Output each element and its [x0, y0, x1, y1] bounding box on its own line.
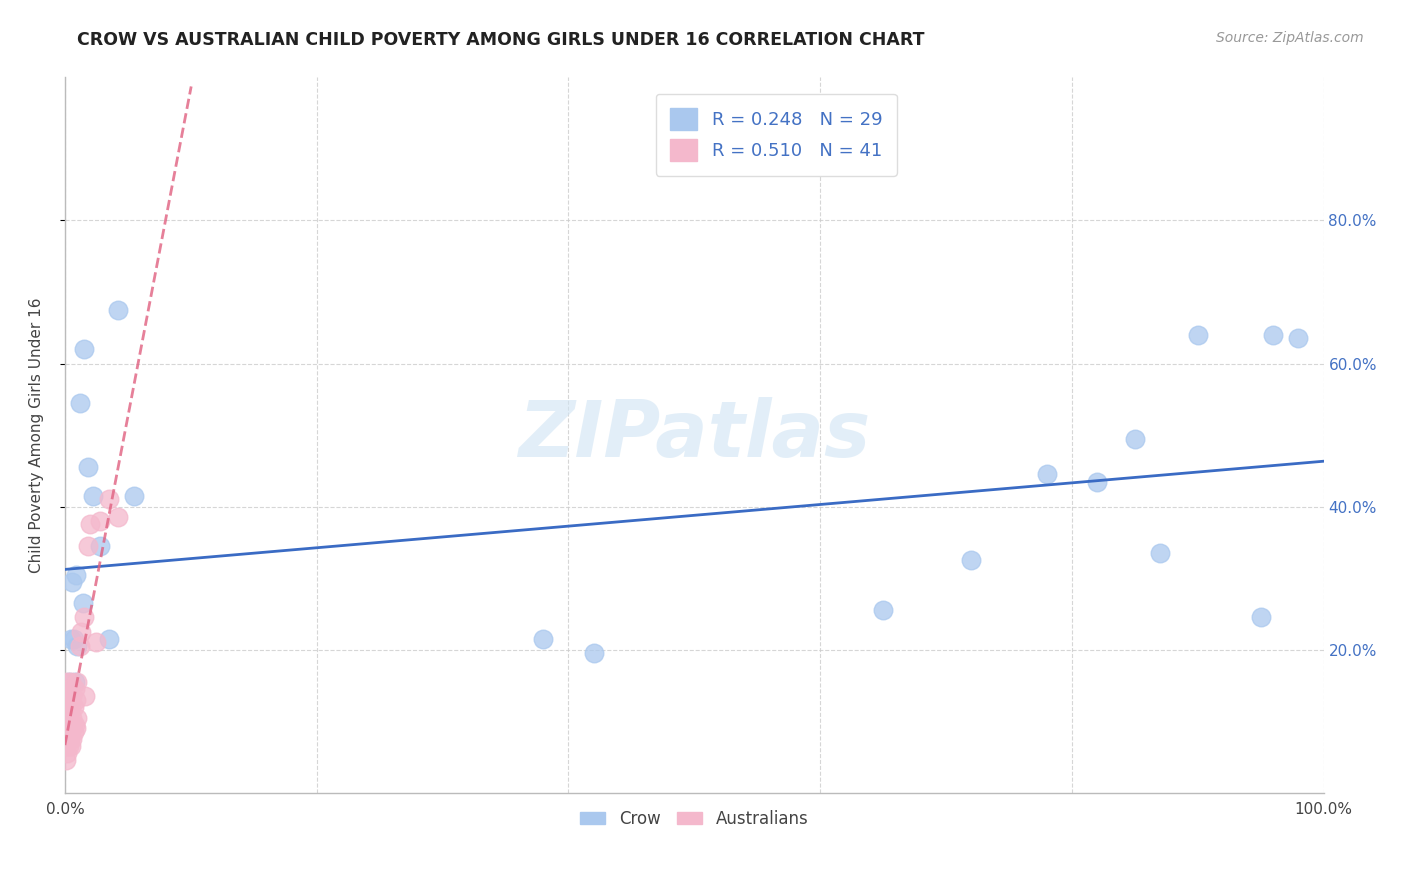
- Point: [60, 674, 83, 689]
- Text: ZIPatlas: ZIPatlas: [519, 397, 870, 473]
- Point: [63, 681, 86, 696]
- Point: [66, 639, 89, 653]
- Point: [62, 724, 84, 739]
- Point: [55, 739, 77, 754]
- Point: [1085, 475, 1108, 489]
- Point: [60, 699, 83, 714]
- Point: [59, 731, 82, 746]
- Point: [56, 731, 79, 746]
- Point: [55, 724, 77, 739]
- Point: [89, 539, 111, 553]
- Point: [89, 514, 111, 528]
- Point: [1149, 546, 1171, 560]
- Point: [86, 635, 108, 649]
- Point: [582, 646, 605, 660]
- Point: [58, 674, 80, 689]
- Point: [66, 710, 89, 724]
- Point: [122, 489, 145, 503]
- Point: [1250, 610, 1272, 624]
- Point: [1286, 331, 1309, 345]
- Point: [79, 517, 101, 532]
- Point: [69, 396, 91, 410]
- Point: [58, 681, 80, 696]
- Point: [1035, 467, 1057, 482]
- Point: [1123, 432, 1146, 446]
- Point: [1187, 327, 1209, 342]
- Point: [62, 699, 84, 714]
- Point: [531, 632, 554, 646]
- Point: [1263, 327, 1285, 342]
- Point: [69, 639, 91, 653]
- Point: [60, 632, 83, 646]
- Point: [59, 681, 82, 696]
- Point: [73, 689, 96, 703]
- Text: CROW VS AUSTRALIAN CHILD POVERTY AMONG GIRLS UNDER 16 CORRELATION CHART: CROW VS AUSTRALIAN CHILD POVERTY AMONG G…: [77, 31, 925, 49]
- Point: [97, 492, 120, 507]
- Y-axis label: Child Poverty Among Girls Under 16: Child Poverty Among Girls Under 16: [30, 297, 44, 573]
- Point: [62, 710, 84, 724]
- Point: [72, 596, 94, 610]
- Point: [56, 674, 79, 689]
- Point: [872, 603, 894, 617]
- Point: [65, 692, 87, 706]
- Point: [65, 721, 87, 735]
- Point: [59, 714, 82, 728]
- Point: [55, 710, 77, 724]
- Point: [62, 731, 84, 746]
- Point: [56, 717, 79, 731]
- Point: [73, 343, 96, 357]
- Point: [76, 539, 98, 553]
- Point: [82, 489, 104, 503]
- Point: [62, 689, 84, 703]
- Text: Source: ZipAtlas.com: Source: ZipAtlas.com: [1216, 31, 1364, 45]
- Point: [58, 703, 80, 717]
- Point: [76, 460, 98, 475]
- Point: [55, 754, 77, 768]
- Point: [62, 574, 84, 589]
- Point: [58, 739, 80, 754]
- Point: [56, 747, 79, 761]
- Point: [70, 624, 93, 639]
- Point: [107, 510, 129, 524]
- Point: [960, 553, 983, 567]
- Point: [58, 724, 80, 739]
- Point: [97, 632, 120, 646]
- Point: [60, 739, 83, 754]
- Legend: Crow, Australians: Crow, Australians: [574, 803, 815, 834]
- Point: [66, 674, 89, 689]
- Point: [63, 717, 86, 731]
- Point: [63, 674, 86, 689]
- Point: [56, 696, 79, 710]
- Point: [73, 610, 96, 624]
- Point: [62, 632, 84, 646]
- Point: [65, 567, 87, 582]
- Point: [59, 692, 82, 706]
- Point: [60, 721, 83, 735]
- Point: [107, 302, 129, 317]
